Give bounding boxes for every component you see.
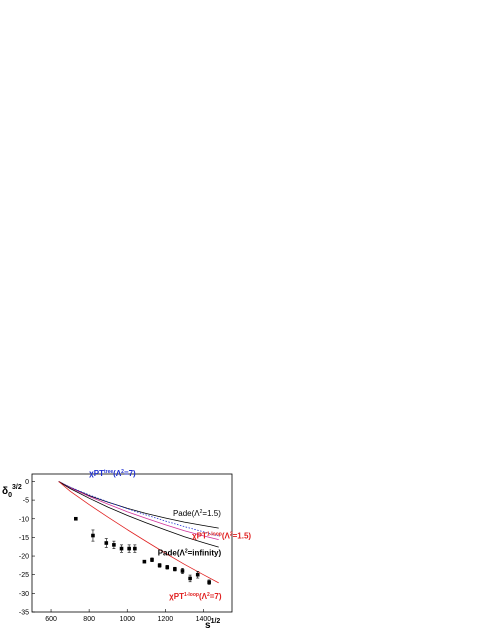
annotation-part: (Λ [113,469,122,478]
data-point [119,546,124,551]
data-point [127,546,131,551]
data-point [180,569,185,573]
data-points-layer [74,516,211,585]
annotation-5: χPT1-loop(Λ2=7) [169,592,222,601]
data-point [195,572,200,577]
annotation-part: Pade(Λ [173,509,200,518]
data-point [91,533,95,538]
data-point [165,565,170,570]
annotation-part: χPT [192,532,207,541]
x-axis-label-sup: 1/2 [211,618,221,625]
data-point [188,576,192,581]
y-tick-label: -30 [19,591,29,598]
y-tick-label: -10 [19,516,29,523]
data-point [157,563,162,568]
y-axis-label-sub: 0 [8,492,12,499]
annotation-part: =7) [210,592,222,601]
series-layer [58,481,219,584]
data-point [142,559,147,564]
annotation-3: χPT1-loop(Λ2=1.5) [192,532,251,541]
annotation-part: Pade(Λ [158,548,186,557]
data-point [112,543,116,547]
x-tick-label: 1200 [158,616,174,623]
annotation-part: =1.5) [202,509,221,518]
x-axis-label: s1/2 [205,618,220,631]
series-line-1 [58,481,219,529]
y-tick-label: 0 [25,479,29,486]
plot-border [31,473,233,613]
annotation-part: 1-loop [207,532,222,538]
plot-frame [31,473,233,613]
y-tick-label: -35 [19,610,29,617]
data-point [173,567,177,571]
data-point [104,541,109,545]
data-point [74,516,78,521]
y-tick-label: -25 [19,572,29,579]
y-tick-label: -15 [19,535,29,542]
data-point [133,546,137,551]
series-line-4 [58,481,219,548]
y-axis-label-sup: 3/2 [12,484,22,491]
annotation-2: Pade(Λ2=1.5) [173,509,221,518]
annotation-part: =1.5) [233,532,252,541]
y-axis-ticks: 0 -5 -10 -15 -20 -25 -30 -35 [19,479,35,617]
x-tick-label: 1400 [196,616,212,623]
annotation-part: (Λ [199,592,208,601]
x-tick-label: 1000 [119,616,135,623]
x-tick-label: 800 [83,616,95,623]
annotation-part: =7) [124,469,136,478]
annotation-part: 2 [207,592,210,598]
annotation-part: 2 [185,548,188,554]
x-tick-label: 600 [45,616,57,623]
annotation-part: tree [104,469,113,475]
series-line-5 [58,481,219,584]
annotation-part: χPT [169,592,184,601]
annotation-part: 2 [200,509,203,515]
x-axis-ticks: 600 800 1000 1200 1400 [45,609,211,623]
data-point [150,557,154,562]
annotation-part: =infinity) [188,548,222,557]
annotation-part: 2 [230,532,233,538]
y-tick-label: -5 [23,498,29,505]
y-tick-label: -20 [19,554,29,561]
annotation-4: Pade(Λ2=infinity) [158,548,222,557]
y-axis-label-main: δ [2,486,8,497]
y-axis-label: δ03/2 [2,484,22,499]
annotation-part: (Λ [222,532,231,541]
annotation-1: χPTtree(Λ2=7) [89,469,136,478]
annotation-part: 2 [121,469,124,475]
data-point [207,580,211,584]
x-axis-label-main: s [205,620,211,631]
annotations-layer: χPTtree(Λ2=7)Pade(Λ2=1.5)χPT1-loop(Λ2=1.… [89,469,251,601]
annotation-part: χPT [89,469,104,478]
annotation-part: 1-loop [184,592,199,598]
series-line-3 [58,481,219,540]
